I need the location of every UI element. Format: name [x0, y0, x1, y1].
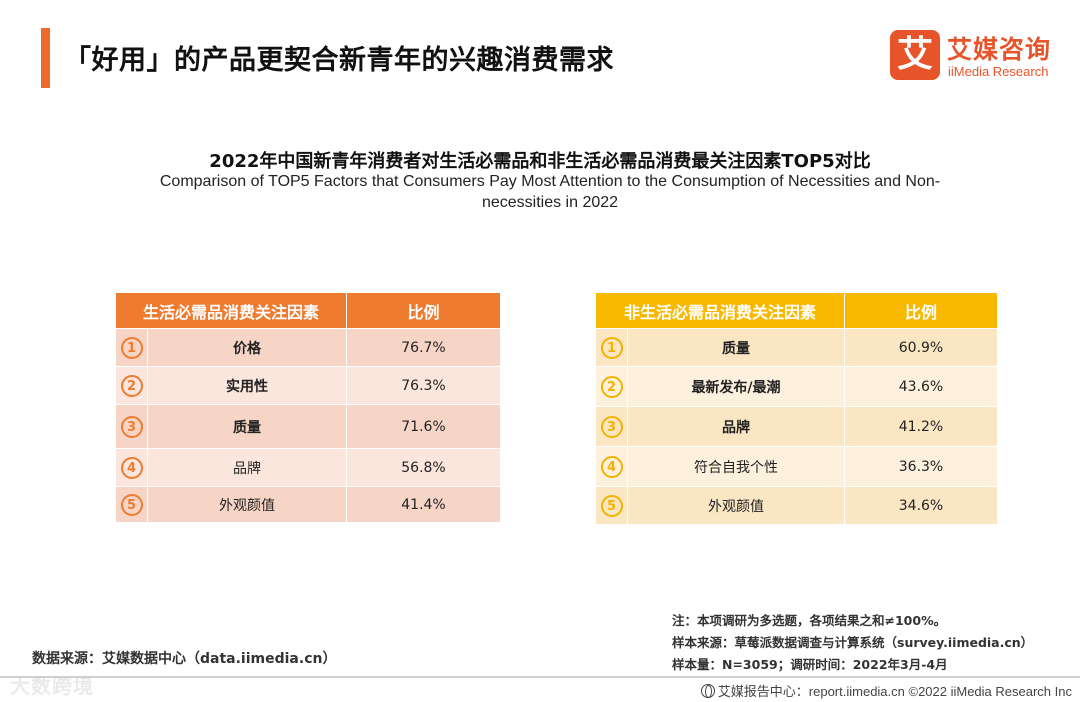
survey-notes: 注：本项调研为多选题，各项结果之和≠100%。 样本来源：草莓派数据调查与计算系…: [672, 610, 1033, 676]
table-header-ratio: 比例: [346, 292, 501, 329]
globe-icon: [700, 684, 715, 698]
logo-name-cn: 艾媒咨询: [947, 35, 1052, 64]
rank-badge: 2: [120, 374, 143, 397]
table-row: 4 品牌 56.8%: [115, 448, 501, 487]
factor-cell: 外观颜值: [627, 486, 845, 525]
rank-badge: 3: [120, 415, 143, 438]
table-row: 2 实用性 76.3%: [115, 366, 501, 405]
factor-cell: 质量: [627, 328, 845, 367]
factor-cell: 实用性: [147, 366, 347, 405]
factor-cell: 品牌: [627, 406, 845, 447]
ratio-cell: 41.4%: [346, 486, 501, 523]
footer: 艾媒报告中心：report.iimedia.cn ©2022 iiMedia R…: [700, 681, 1072, 700]
non-necessities-factors-table: 非生活必需品消费关注因素 比例 1 质量 60.9% 2 最新发布/最潮 43.…: [595, 292, 998, 525]
factor-cell: 质量: [147, 404, 347, 449]
factor-cell: 品牌: [147, 448, 347, 487]
logo-mark-icon: 艾: [890, 30, 940, 80]
rank-badge: 2: [600, 375, 623, 398]
ratio-cell: 34.6%: [844, 486, 998, 525]
rank-badge: 5: [120, 493, 143, 516]
table-row: 1 质量 60.9%: [595, 328, 998, 367]
note-sample-source: 样本来源：草莓派数据调查与计算系统（survey.iimedia.cn）: [672, 635, 1034, 650]
note-multiple-choice: 注：本项调研为多选题，各项结果之和≠100%。: [672, 613, 947, 628]
page-title: 「好用」的产品更契合新青年的兴趣消费需求: [64, 45, 614, 76]
watermark-text: 大数跨境: [10, 674, 94, 698]
note-sample-size: 样本量：N=3059；调研时间：2022年3月-4月: [672, 657, 948, 672]
factor-cell: 外观颜值: [147, 486, 347, 523]
rank-badge: 5: [600, 494, 623, 517]
rank-badge: 3: [600, 415, 623, 438]
factor-cell: 最新发布/最潮: [627, 366, 845, 407]
rank-badge: 4: [600, 455, 623, 478]
table-header-ratio: 比例: [844, 292, 998, 329]
logo-name-en: iiMedia Research: [948, 64, 1049, 79]
data-source: 数据来源：艾媒数据中心（data.iimedia.cn）: [32, 651, 337, 667]
ratio-cell: 71.6%: [346, 404, 501, 449]
ratio-cell: 56.8%: [346, 448, 501, 487]
footer-text: 艾媒报告中心：report.iimedia.cn ©2022 iiMedia R…: [717, 684, 1072, 699]
iimedia-logo: 艾 艾媒咨询 iiMedia Research: [890, 30, 1065, 82]
factor-cell: 价格: [147, 328, 347, 367]
necessities-factors-table: 生活必需品消费关注因素 比例 1 价格 76.7% 2 实用性 76.3% 3 …: [115, 292, 501, 523]
table-row: 2 最新发布/最潮 43.6%: [595, 366, 998, 407]
table-header-factor: 非生活必需品消费关注因素: [595, 292, 845, 329]
table-row: 1 价格 76.7%: [115, 328, 501, 367]
table-header-factor: 生活必需品消费关注因素: [115, 292, 347, 329]
rank-badge: 1: [600, 336, 623, 359]
ratio-cell: 76.3%: [346, 366, 501, 405]
factor-cell: 符合自我个性: [627, 446, 845, 487]
footer-divider: [0, 676, 1080, 678]
table-row: 4 符合自我个性 36.3%: [595, 446, 998, 487]
ratio-cell: 36.3%: [844, 446, 998, 487]
ratio-cell: 43.6%: [844, 366, 998, 407]
rank-badge: 4: [120, 456, 143, 479]
rank-badge: 1: [120, 336, 143, 359]
ratio-cell: 60.9%: [844, 328, 998, 367]
ratio-cell: 76.7%: [346, 328, 501, 367]
table-row: 5 外观颜值 34.6%: [595, 486, 998, 525]
chart-title-en: Comparison of TOP5 Factors that Consumer…: [159, 173, 941, 211]
title-accent-bar: [41, 28, 50, 88]
ratio-cell: 41.2%: [844, 406, 998, 447]
chart-title-cn: 2022年中国新青年消费者对生活必需品和非生活必需品消费最关注因素TOP5对比: [209, 151, 871, 172]
table-row: 3 品牌 41.2%: [595, 406, 998, 447]
table-row: 5 外观颜值 41.4%: [115, 486, 501, 523]
table-row: 3 质量 71.6%: [115, 404, 501, 449]
